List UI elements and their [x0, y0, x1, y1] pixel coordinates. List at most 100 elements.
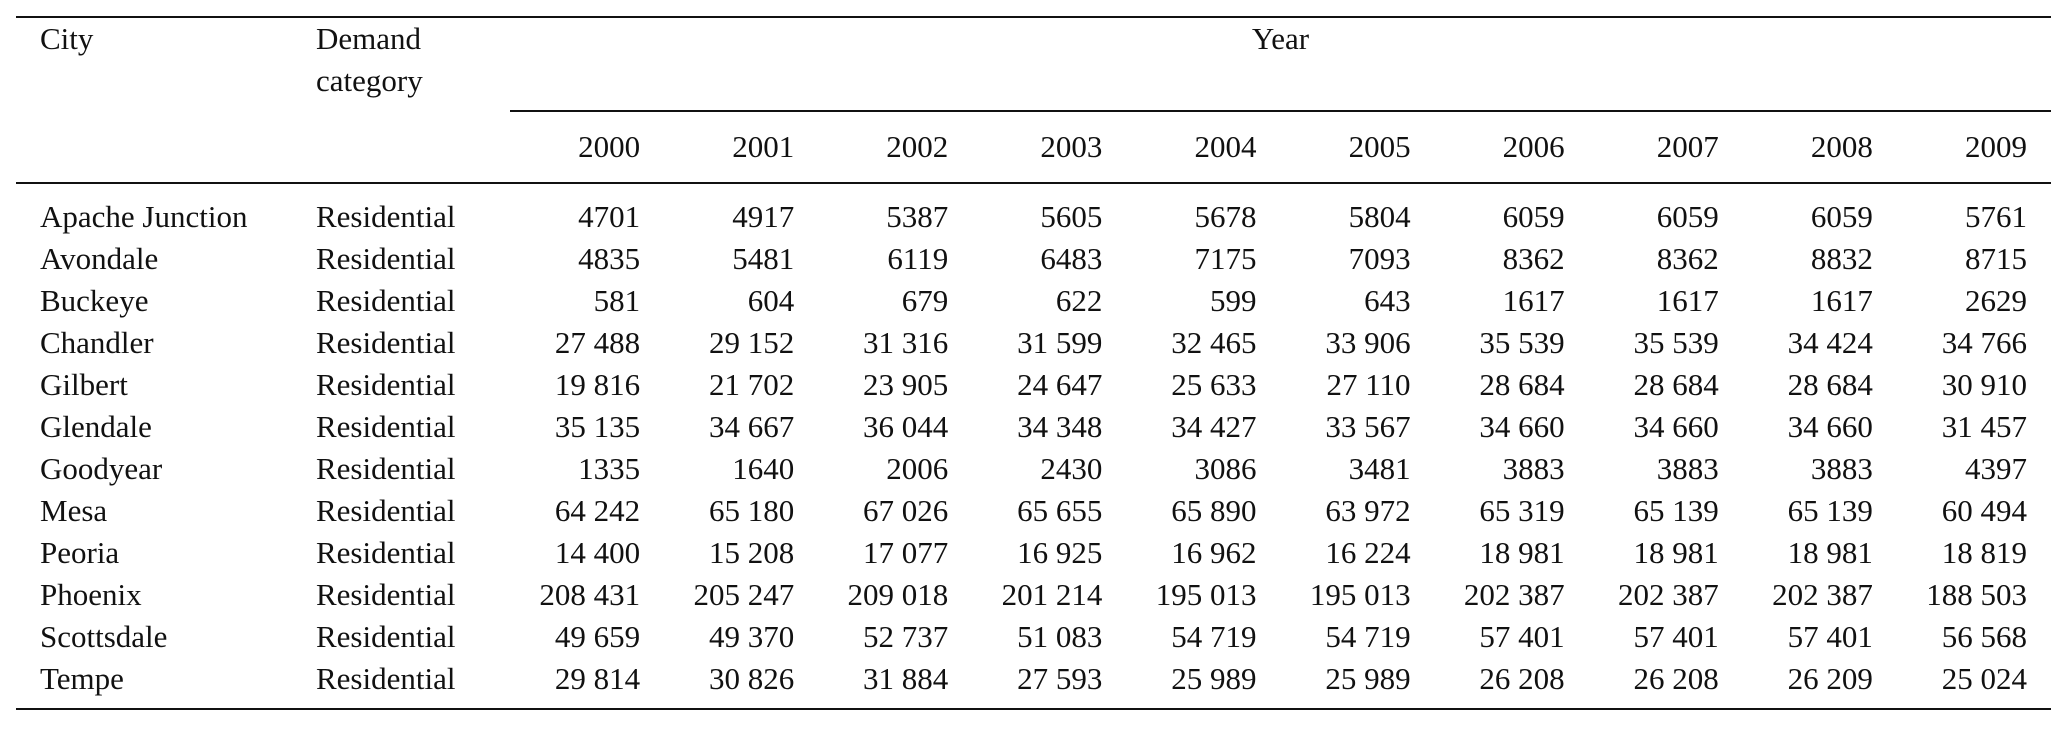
cell-value: 31 457 — [1941, 409, 2027, 444]
cell-value: 5804 — [1348, 199, 1411, 234]
cell-value: 18 819 — [1941, 535, 2027, 570]
cell-value: 8715 — [1965, 241, 2027, 276]
cell-value: 25 989 — [1171, 661, 1257, 696]
cell-value: 26 209 — [1787, 661, 1873, 696]
cell-value: 24 647 — [1017, 367, 1103, 402]
cell-value: 34 348 — [1017, 409, 1103, 444]
cell-value: 30 826 — [708, 661, 795, 696]
table-row: Mesa Residential 64 242 65 180 67 026 65 655 6… — [16, 490, 2051, 532]
cell-city: Peoria — [40, 535, 120, 570]
cell-value: 51 083 — [1017, 619, 1103, 654]
cell-value: 27 488 — [554, 325, 641, 360]
cell-value: 7093 — [1348, 241, 1411, 276]
cell-value: 57 401 — [1633, 619, 1719, 654]
header-year-2006: 2006 — [1434, 110, 1589, 183]
cell-city: Chandler — [40, 325, 154, 360]
table-row: Goodyear Residential 1335 1640 2006 2430 3086 3… — [16, 448, 2051, 490]
cell-value: 3883 — [1810, 451, 1873, 486]
cell-city: Glendale — [40, 409, 152, 444]
header-year-group: Year — [1251, 21, 1310, 56]
header-row-group: City Demand category Year — [16, 17, 2051, 111]
cell-value: 25 989 — [1325, 661, 1411, 696]
cell-value: 201 214 — [1001, 577, 1103, 612]
cell-value: 8832 — [1810, 241, 1873, 276]
cell-value: 26 208 — [1633, 661, 1719, 696]
cell-value: 599 — [1209, 283, 1257, 318]
cell-value: 60 494 — [1941, 493, 2027, 528]
cell-value: 6483 — [1040, 241, 1103, 276]
cell-city: Buckeye — [40, 283, 149, 318]
cell-value: 27 593 — [1017, 661, 1103, 696]
cell-value: 6059 — [1810, 199, 1873, 234]
cell-city: Gilbert — [40, 367, 128, 402]
cell-demand-category: Residential — [316, 283, 456, 318]
cell-value: 4917 — [732, 199, 795, 234]
cell-value: 622 — [1055, 283, 1103, 318]
header-year-2001: 2001 — [664, 110, 819, 183]
water-demand-table: City Demand category Year 2000 2001 2002 200… — [16, 16, 2051, 710]
cell-value: 36 044 — [863, 409, 949, 444]
cell-value: 3883 — [1502, 451, 1565, 486]
cell-value: 5605 — [1040, 199, 1103, 234]
cell-value: 8362 — [1656, 241, 1719, 276]
cell-value: 679 — [901, 283, 949, 318]
cell-value: 1617 — [1810, 283, 1873, 318]
cell-value: 19 816 — [554, 367, 641, 402]
header-year-2003: 2003 — [972, 110, 1127, 183]
cell-value: 3481 — [1348, 451, 1411, 486]
cell-value: 31 599 — [1017, 325, 1103, 360]
cell-value: 32 465 — [1171, 325, 1257, 360]
cell-value: 209 018 — [847, 577, 949, 612]
cell-demand-category: Residential — [316, 367, 456, 402]
table-row: Avondale Residential 4835 5481 6119 6483 7175 7… — [16, 238, 2051, 280]
table-row: Phoenix Residential 208 431 205 247 209 018 2… — [16, 574, 2051, 616]
cell-value: 2006 — [886, 451, 949, 486]
cell-value: 195 013 — [1309, 577, 1411, 612]
cell-value: 18 981 — [1633, 535, 1719, 570]
cell-value: 202 387 — [1772, 577, 1873, 612]
cell-value: 34 660 — [1633, 409, 1719, 444]
cell-value: 26 208 — [1479, 661, 1565, 696]
cell-value: 5481 — [732, 241, 795, 276]
cell-value: 3883 — [1656, 451, 1719, 486]
cell-value: 16 962 — [1171, 535, 1257, 570]
cell-value: 17 077 — [863, 535, 949, 570]
header-category-line2: category — [316, 63, 423, 98]
cell-value: 34 667 — [708, 409, 795, 444]
cell-value: 2629 — [1965, 283, 2027, 318]
cell-value: 31 884 — [863, 661, 949, 696]
cell-value: 65 655 — [1017, 493, 1103, 528]
cell-value: 1617 — [1502, 283, 1565, 318]
cell-value: 34 766 — [1941, 325, 2027, 360]
cell-value: 65 180 — [708, 493, 795, 528]
cell-value: 49 659 — [554, 619, 641, 654]
cell-value: 4701 — [578, 199, 641, 234]
cell-demand-category: Residential — [316, 661, 456, 696]
header-year-2009: 2009 — [1896, 110, 2051, 183]
cell-value: 7175 — [1194, 241, 1257, 276]
cell-value: 5387 — [886, 199, 949, 234]
cell-value: 33 906 — [1325, 325, 1411, 360]
cell-value: 34 427 — [1171, 409, 1257, 444]
cell-value: 8362 — [1502, 241, 1565, 276]
table-row: Glendale Residential 35 135 34 667 36 044 34 … — [16, 406, 2051, 448]
header-year-2008: 2008 — [1742, 110, 1897, 183]
header-demand-category: Demand category — [292, 17, 510, 183]
cell-city: Scottsdale — [40, 619, 168, 654]
cell-value: 16 224 — [1325, 535, 1411, 570]
header-year-row: 2000 2001 2002 2003 2004 2005 2006 2007 2008 2009 — [16, 110, 2051, 183]
cell-value: 65 139 — [1787, 493, 1873, 528]
cell-demand-category: Residential — [316, 241, 456, 276]
cell-value: 5761 — [1965, 199, 2027, 234]
cell-value: 208 431 — [539, 577, 641, 612]
header-year-2002: 2002 — [818, 110, 973, 183]
cell-value: 49 370 — [708, 619, 795, 654]
cell-value: 52 737 — [863, 619, 949, 654]
cell-value: 4835 — [578, 241, 641, 276]
cell-value: 25 024 — [1941, 661, 2027, 696]
cell-demand-category: Residential — [316, 199, 456, 234]
cell-value: 18 981 — [1787, 535, 1873, 570]
cell-value: 29 814 — [554, 661, 641, 696]
cell-value: 54 719 — [1171, 619, 1257, 654]
